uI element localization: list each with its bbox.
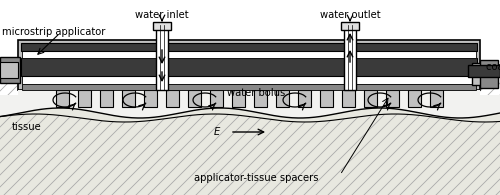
Bar — [21, 43, 477, 51]
Text: water bolus: water bolus — [227, 88, 285, 98]
Bar — [0, 62, 18, 78]
Bar — [153, 22, 171, 30]
Text: E: E — [214, 127, 220, 137]
Text: water outlet: water outlet — [320, 10, 380, 20]
Text: water inlet: water inlet — [135, 10, 189, 20]
Bar — [232, 90, 244, 107]
Bar — [56, 90, 68, 107]
Bar — [22, 51, 476, 58]
Bar — [298, 90, 310, 107]
Bar — [18, 90, 480, 107]
Bar — [0, 57, 20, 83]
Bar — [100, 90, 112, 107]
Bar — [468, 65, 500, 77]
Bar — [18, 40, 480, 90]
Bar — [188, 90, 200, 107]
Bar — [320, 90, 332, 107]
Bar — [254, 90, 266, 107]
Bar — [342, 90, 354, 107]
Bar — [480, 60, 498, 88]
Bar — [21, 58, 477, 76]
Bar — [386, 90, 398, 107]
Bar — [210, 90, 222, 107]
Bar — [472, 63, 486, 85]
Bar — [276, 90, 288, 107]
Text: microstrip applicator: microstrip applicator — [2, 27, 106, 37]
Bar — [22, 76, 476, 84]
Bar — [144, 90, 156, 107]
Bar — [22, 84, 476, 90]
Text: applicator-tissue spacers: applicator-tissue spacers — [194, 173, 318, 183]
Bar — [341, 22, 359, 30]
Bar — [344, 25, 356, 90]
Text: tissue: tissue — [12, 122, 42, 132]
Bar — [166, 90, 178, 107]
Bar — [122, 90, 134, 107]
Bar — [430, 90, 442, 107]
Bar — [408, 90, 420, 107]
Bar — [364, 90, 376, 107]
Bar — [0, 97, 500, 195]
Bar — [78, 90, 90, 107]
Text: coaxial plug: coaxial plug — [486, 62, 500, 72]
Bar — [156, 25, 168, 90]
